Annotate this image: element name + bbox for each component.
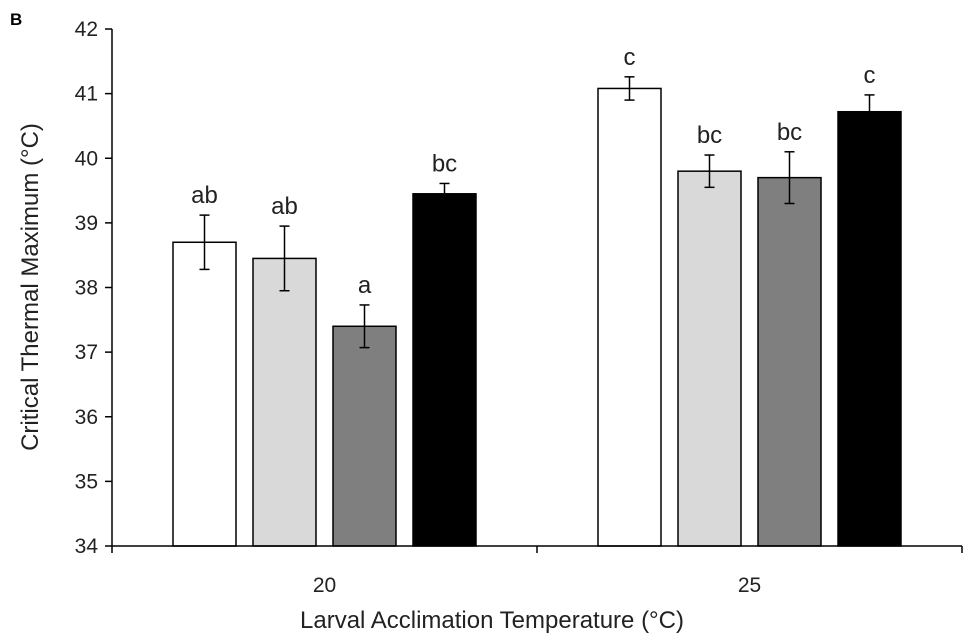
y-axis: 34 35 36 37 38 39 40 41 42	[75, 18, 113, 558]
bar	[677, 170, 742, 547]
y-tick-label: 42	[75, 18, 98, 41]
bars: ab ab a bc c bc bc c	[172, 44, 902, 547]
bar	[252, 257, 317, 547]
bar	[837, 110, 902, 547]
bar	[172, 241, 237, 547]
y-tick-label: 39	[75, 212, 98, 235]
x-axis: 20 25	[111, 545, 963, 597]
bar	[412, 193, 477, 547]
y-tick-label: 36	[75, 406, 98, 429]
panel-label: B	[10, 10, 22, 29]
y-tick-label: 41	[75, 83, 98, 106]
y-tick-label: 40	[75, 147, 98, 170]
significance-label: ab	[271, 193, 298, 220]
y-tick-label: 37	[75, 341, 98, 364]
x-axis-title: Larval Acclimation Temperature (°C)	[300, 607, 684, 634]
x-tick-label: 25	[738, 574, 761, 597]
significance-label: bc	[777, 119, 802, 146]
significance-label: c	[864, 62, 876, 89]
significance-label: bc	[697, 122, 722, 149]
bar	[597, 87, 662, 547]
y-tick-label: 34	[75, 535, 99, 558]
bar	[332, 325, 397, 547]
bar	[757, 176, 822, 547]
significance-label: a	[358, 272, 372, 299]
y-tick-label: 35	[75, 470, 98, 493]
significance-label: bc	[432, 150, 457, 177]
significance-label: c	[624, 44, 636, 71]
y-tick-label: 38	[75, 277, 98, 300]
x-tick-label: 20	[313, 574, 336, 597]
y-axis-title: Critical Thermal Maximum (°C)	[17, 123, 44, 451]
significance-label: ab	[191, 182, 218, 209]
